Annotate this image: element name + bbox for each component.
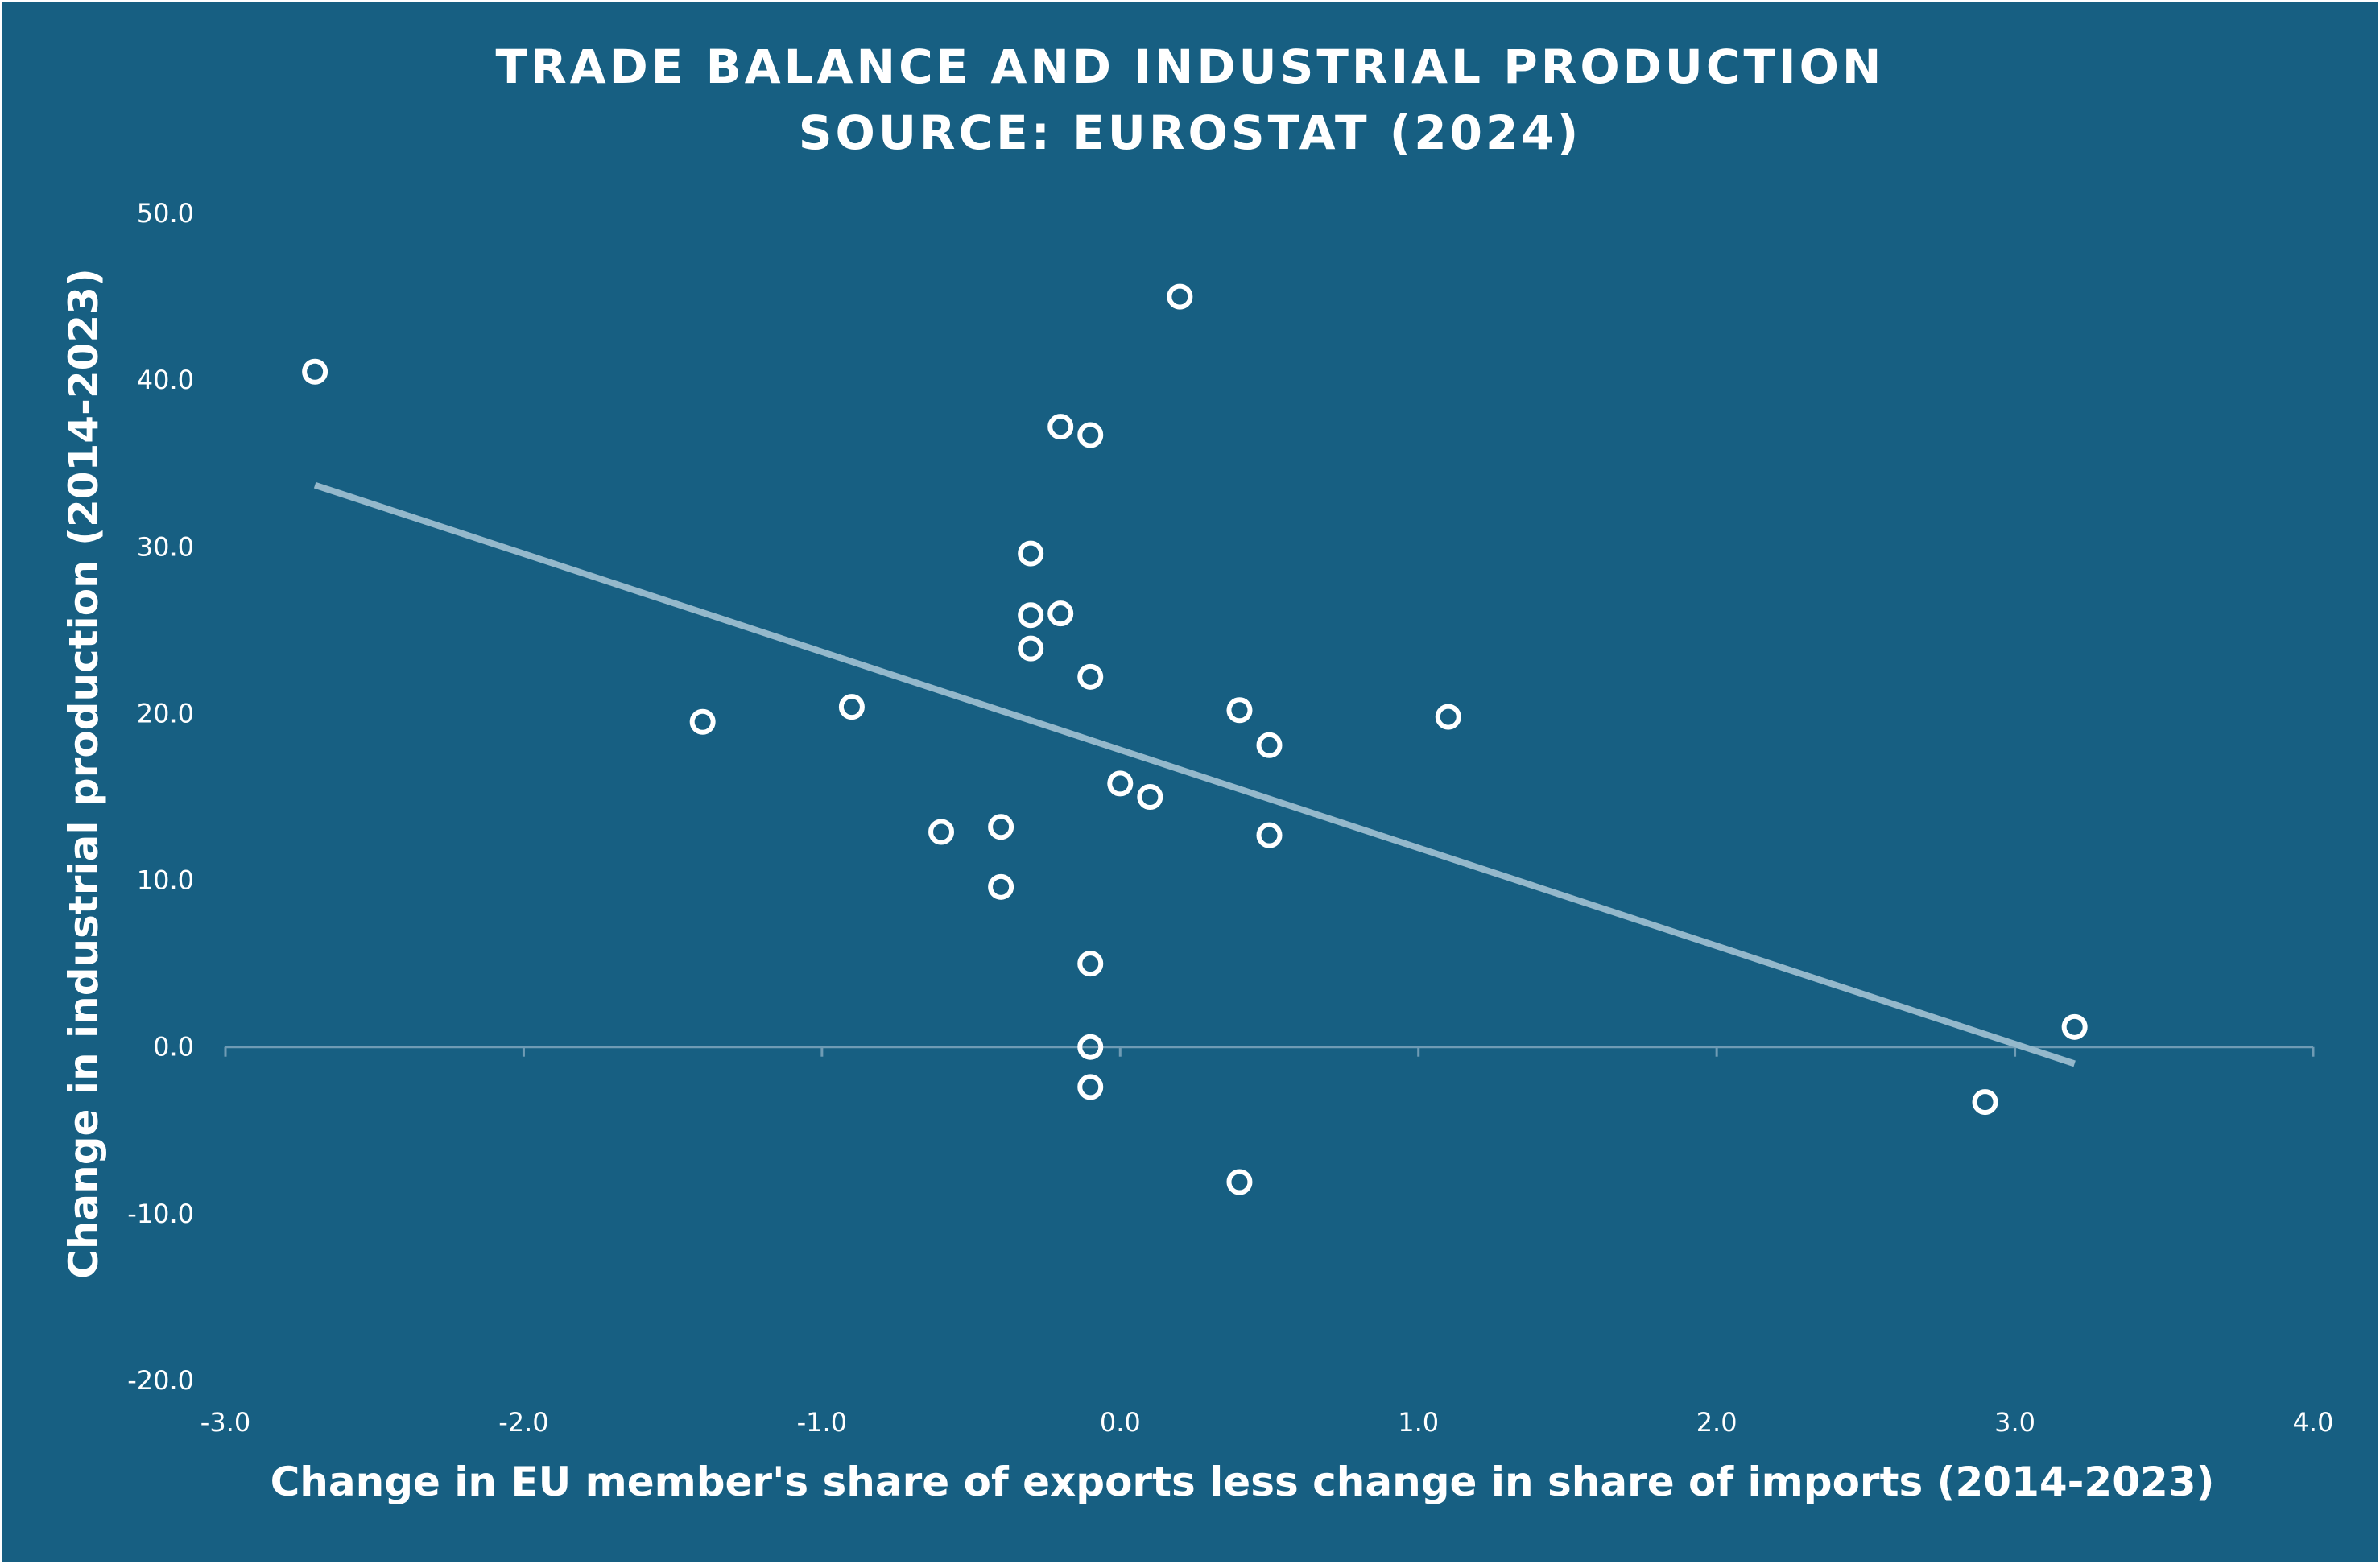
data-point bbox=[689, 708, 716, 735]
data-point bbox=[838, 694, 865, 720]
data-point bbox=[1435, 704, 1461, 730]
data-point bbox=[1047, 414, 1074, 440]
data-point bbox=[1256, 732, 1283, 758]
data-point bbox=[1077, 1034, 1104, 1060]
data-point bbox=[1077, 663, 1104, 690]
data-point bbox=[302, 358, 328, 385]
data-point bbox=[1077, 422, 1104, 448]
x-tick-label: 1.0 bbox=[1398, 1407, 1439, 1438]
data-point bbox=[1107, 770, 1134, 797]
y-tick-labels: 50.0 40.0 30.0 20.0 10.0 0.0 -10.0 -20.0 bbox=[127, 198, 194, 1396]
trendline bbox=[313, 481, 2076, 1067]
points-layer bbox=[302, 283, 2088, 1195]
data-point bbox=[1226, 697, 1253, 724]
data-point bbox=[1077, 951, 1104, 977]
data-point bbox=[1226, 1169, 1253, 1195]
data-point bbox=[2061, 1013, 2088, 1040]
data-point bbox=[1018, 540, 1044, 567]
data-point bbox=[988, 873, 1014, 900]
y-tick-label: 0.0 bbox=[153, 1032, 194, 1063]
y-tick-label: -10.0 bbox=[127, 1199, 194, 1229]
x-tick-label: 3.0 bbox=[1994, 1407, 2035, 1438]
data-point bbox=[1137, 784, 1163, 810]
data-point bbox=[1077, 1074, 1104, 1100]
data-point bbox=[1047, 600, 1074, 627]
x-axis bbox=[224, 1046, 2315, 1057]
data-point bbox=[1256, 822, 1283, 848]
chart-subtitle: SOURCE: EUROSTAT (2024) bbox=[799, 105, 1582, 160]
x-tick-labels: -3.0 -2.0 -1.0 0.0 1.0 2.0 3.0 4.0 bbox=[200, 1407, 2334, 1438]
x-axis-title: Change in EU member's share of exports l… bbox=[271, 1459, 2215, 1505]
y-axis-title: Change in industrial production (2014-20… bbox=[60, 268, 107, 1279]
data-point bbox=[928, 819, 955, 845]
data-point bbox=[1018, 635, 1044, 662]
x-tick-label: 0.0 bbox=[1100, 1407, 1141, 1438]
x-tick-label: -2.0 bbox=[498, 1407, 548, 1438]
x-tick-label: -1.0 bbox=[797, 1407, 847, 1438]
data-point bbox=[1167, 283, 1193, 310]
data-point bbox=[1972, 1089, 1998, 1116]
y-tick-label: -20.0 bbox=[127, 1365, 194, 1396]
chart-title: TRADE BALANCE AND INDUSTRIAL PRODUCTION bbox=[496, 39, 1885, 94]
y-tick-label: 20.0 bbox=[137, 698, 194, 728]
x-tick-label: 4.0 bbox=[2293, 1407, 2334, 1438]
y-tick-label: 30.0 bbox=[137, 531, 194, 562]
data-point bbox=[1018, 602, 1044, 629]
y-tick-label: 40.0 bbox=[137, 365, 194, 395]
data-point bbox=[988, 814, 1014, 840]
x-tick-label: 2.0 bbox=[1696, 1407, 1737, 1438]
trendline-layer bbox=[313, 481, 2076, 1067]
y-tick-label: 50.0 bbox=[137, 198, 194, 229]
y-tick-label: 10.0 bbox=[137, 865, 194, 896]
x-tick-label: -3.0 bbox=[200, 1407, 250, 1438]
